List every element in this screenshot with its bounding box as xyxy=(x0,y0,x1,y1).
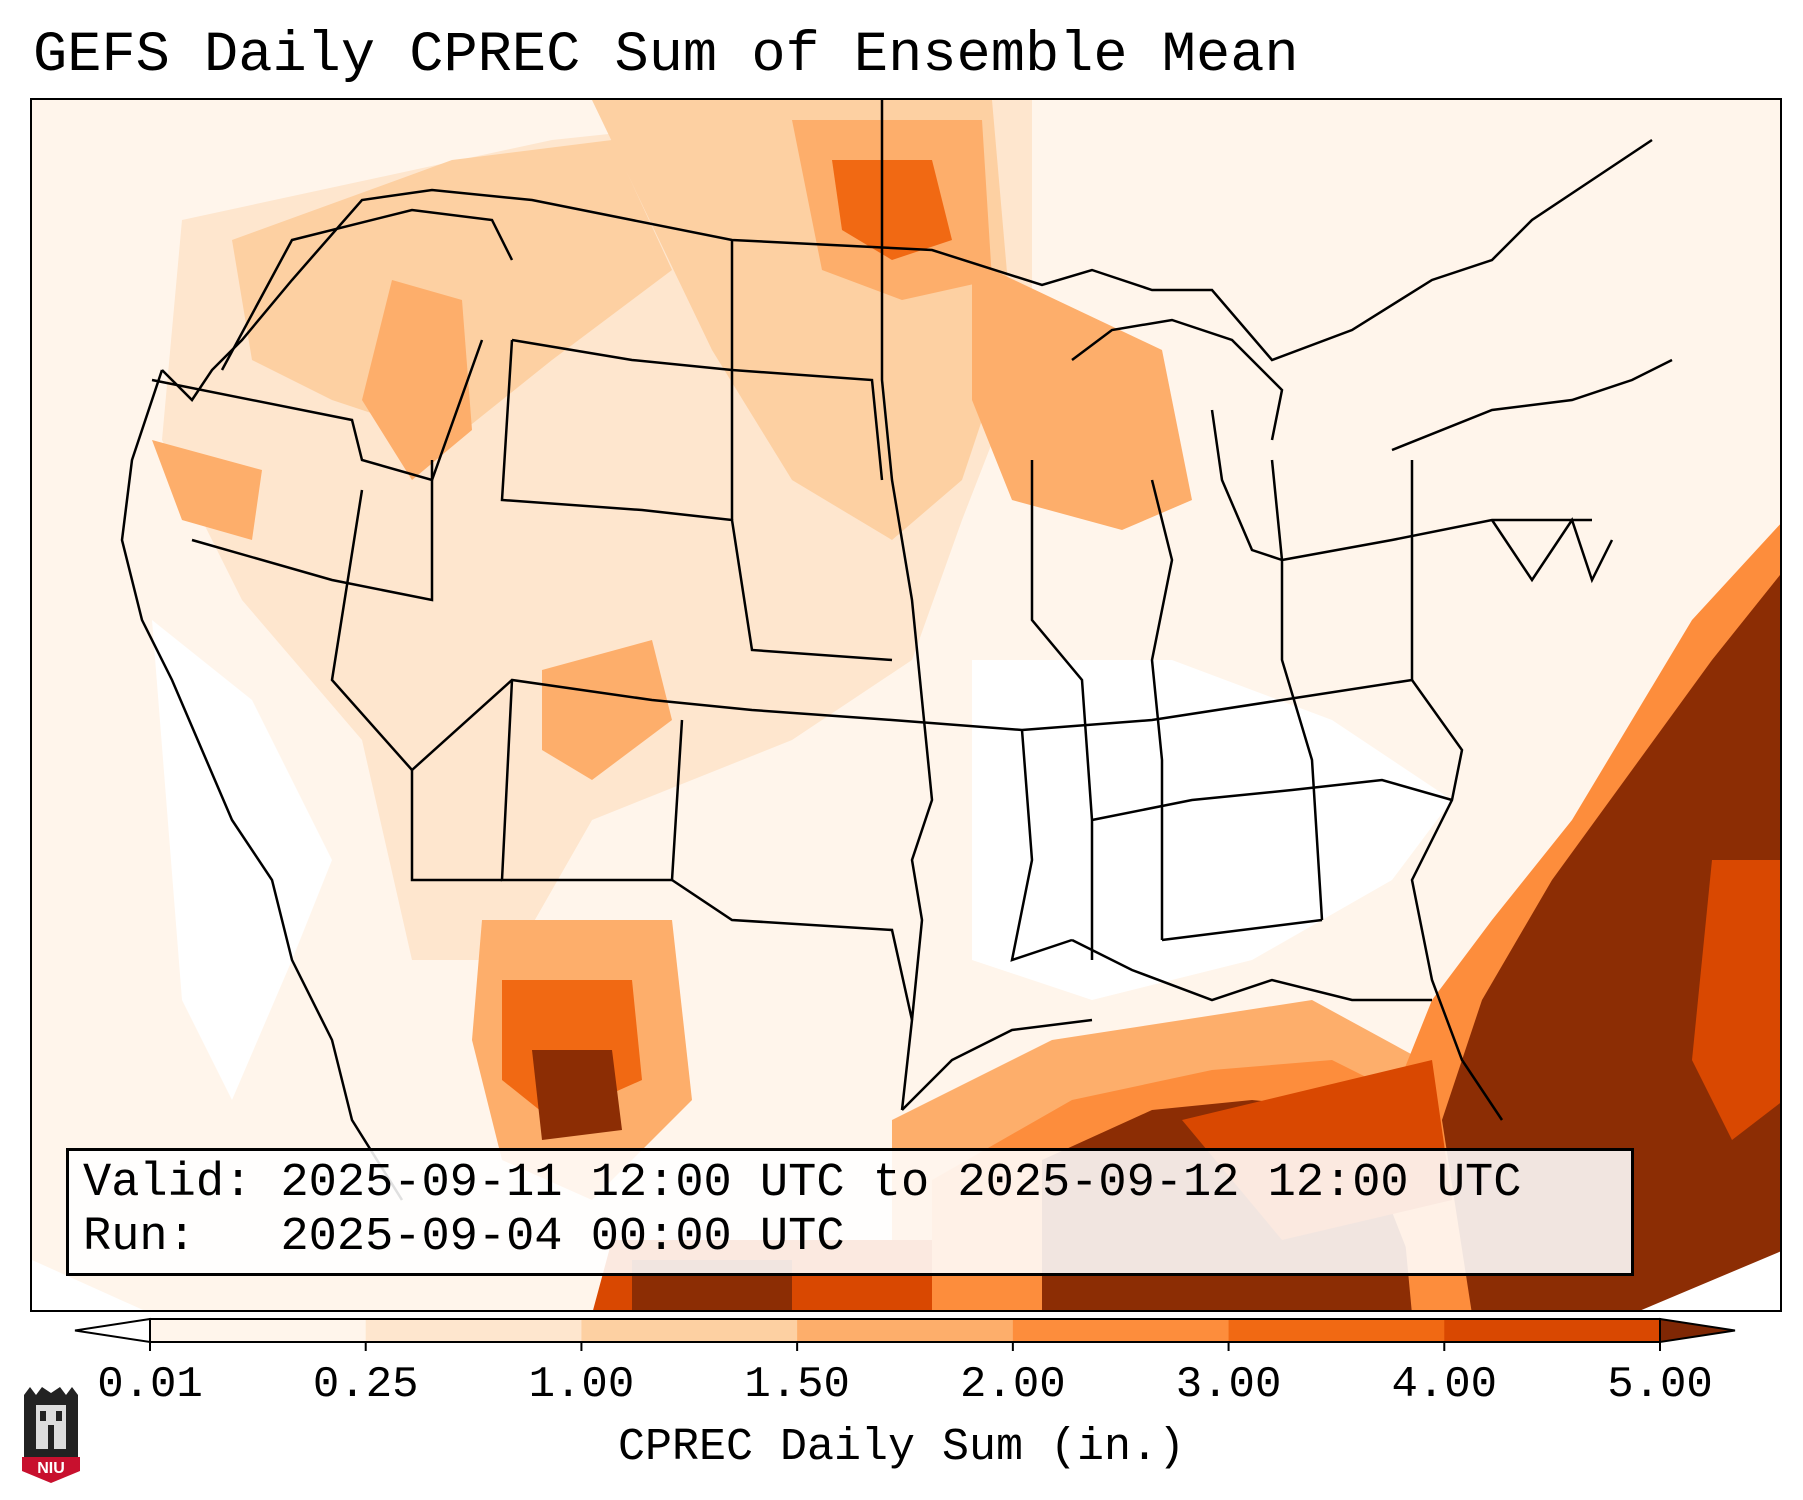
colorbar-over-arrow xyxy=(1659,1317,1736,1344)
precipitation-map xyxy=(30,98,1782,1312)
niu-logo: NIU xyxy=(22,1387,80,1483)
map-canvas xyxy=(32,100,1780,1310)
run-row: Run: 2025-09-04 00:00 UTC xyxy=(83,1211,1617,1265)
colorbar-tick-label: 0.25 xyxy=(312,1360,419,1410)
colorbar-tick-label: 2.00 xyxy=(960,1360,1066,1410)
run-value: 2025-09-04 00:00 UTC xyxy=(280,1211,845,1264)
map-title: GEFS Daily CPREC Sum of Ensemble Mean xyxy=(33,24,1299,88)
valid-label: Valid: xyxy=(83,1157,253,1210)
colorbar xyxy=(74,1317,1736,1351)
logo-text: NIU xyxy=(37,1460,65,1477)
colorbar-segment xyxy=(1012,1319,1230,1342)
colorbar-title: CPREC Daily Sum (in.) xyxy=(617,1422,1186,1473)
validity-info-box: Valid: 2025-09-11 12:00 UTC to 2025-09-1… xyxy=(66,1148,1634,1276)
state-borders xyxy=(120,100,1673,1201)
colorbar-under-arrow xyxy=(74,1317,151,1344)
valid-row: Valid: 2025-09-11 12:00 UTC to 2025-09-1… xyxy=(83,1157,1617,1211)
colorbar-tick-label: 0.01 xyxy=(97,1360,203,1410)
colorbar-tick-label: 4.00 xyxy=(1391,1360,1498,1410)
colorbar-tick-label: 1.50 xyxy=(744,1360,850,1410)
colorbar-outline xyxy=(149,1318,1661,1343)
precip-field xyxy=(32,100,1780,1310)
colorbar-segment xyxy=(797,1319,1014,1342)
colorbar-tick-label: 3.00 xyxy=(1175,1360,1282,1410)
colorbar-segment xyxy=(1228,1319,1445,1342)
colorbar-tick-label: 1.00 xyxy=(528,1360,635,1410)
colorbar-segment xyxy=(365,1319,582,1342)
valid-value: 2025-09-11 12:00 UTC to 2025-09-12 12:00… xyxy=(280,1157,1522,1210)
colorbar-segment xyxy=(581,1319,798,1342)
colorbar-segment xyxy=(1444,1319,1661,1342)
colorbar-tick-label: 5.00 xyxy=(1607,1360,1713,1410)
colorbar-segment xyxy=(150,1319,367,1342)
run-label: Run: xyxy=(83,1211,196,1264)
